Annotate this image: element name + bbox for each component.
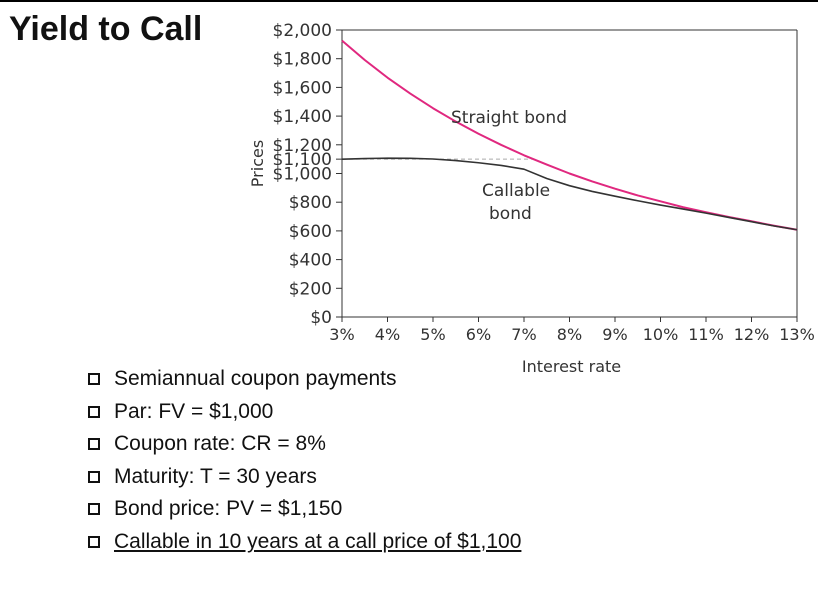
bullet-box-icon xyxy=(88,373,100,385)
bullet-text: Bond price: PV = $1,150 xyxy=(114,497,343,521)
x-axis-label: Interest rate xyxy=(522,357,621,376)
straight-bond-label: Straight bond xyxy=(451,108,567,128)
bullet-box-icon xyxy=(88,405,100,418)
bullet-text: Callable in 10 years at a call price of … xyxy=(114,529,522,553)
y-tick-label: $800 xyxy=(289,193,332,213)
bullet-box-icon xyxy=(88,535,100,548)
y-axis-label: Prices xyxy=(248,140,267,187)
y-tick-label: $1,800 xyxy=(273,50,332,70)
y-tick-label: $2,000 xyxy=(273,21,332,41)
y-tick-label: $1,000 xyxy=(273,165,332,185)
bullet-text: Par: FV = $1,000 xyxy=(114,399,274,423)
callable-bond-label-line2: bond xyxy=(489,204,532,224)
x-tick-label: 6% xyxy=(466,325,491,344)
x-tick-label: 13% xyxy=(779,325,815,344)
y-tick-label: $1,600 xyxy=(273,78,332,98)
top-rule xyxy=(0,0,818,2)
bullet-box-icon xyxy=(88,438,100,451)
y-tick-label: $1,400 xyxy=(273,107,332,127)
slide-title: Yield to Call xyxy=(9,10,203,48)
y-tick-label: $1,200 xyxy=(273,136,332,156)
y-tick-label: $400 xyxy=(289,251,332,271)
x-tick-label: 9% xyxy=(602,325,627,344)
y-tick-label: $1,100 xyxy=(273,150,332,170)
bullet-text: Maturity: T = 30 years xyxy=(114,464,317,488)
x-tick-label: 3% xyxy=(329,325,354,344)
bullet-text: Semiannual coupon payments xyxy=(114,367,397,390)
x-tick-label: 7% xyxy=(511,325,536,344)
callable-bond-label: Callable xyxy=(482,181,550,201)
x-tick-label: 4% xyxy=(375,325,400,344)
bullet-box-icon xyxy=(88,503,100,516)
x-tick-label: 10% xyxy=(643,325,679,344)
x-tick-label: 5% xyxy=(420,325,445,344)
y-tick-label: $200 xyxy=(289,279,332,299)
x-tick-label: 8% xyxy=(557,325,582,344)
x-tick-label: 12% xyxy=(734,325,770,344)
y-tick-label: $0 xyxy=(310,308,332,328)
bullet-text: Coupon rate: CR = 8% xyxy=(114,432,326,456)
y-tick-label: $600 xyxy=(289,222,332,242)
x-tick-label: 11% xyxy=(688,325,724,344)
bullet-box-icon xyxy=(88,470,100,483)
callable-bond-line xyxy=(341,157,798,231)
straight-bond-line xyxy=(341,39,798,231)
